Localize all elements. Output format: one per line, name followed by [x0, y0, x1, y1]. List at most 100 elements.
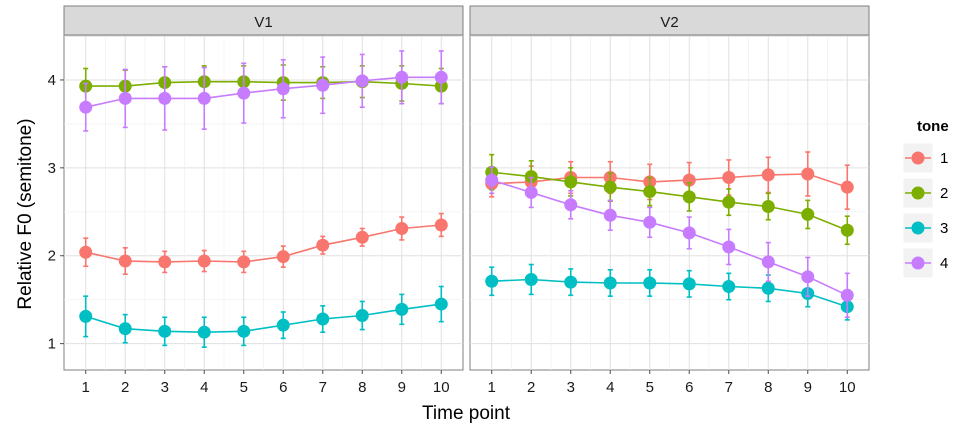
data-point	[237, 324, 251, 338]
series-tone-4	[485, 166, 854, 319]
strip-background	[469, 5, 870, 36]
x-tick-label: 6	[279, 379, 287, 396]
data-point	[801, 167, 815, 181]
series-tone-4	[79, 50, 448, 132]
x-tick-label: 2	[527, 379, 535, 396]
legend-entry-2: 2	[902, 177, 948, 209]
data-point	[276, 250, 290, 264]
panels: V1 1 2 3 4 5 6 7 8 9 10 V2 1 2 3 4 5 6 7 8 9 10	[63, 5, 870, 396]
data-point	[118, 91, 132, 105]
strip-label: V1	[254, 14, 272, 31]
x-tick-label: 9	[398, 379, 406, 396]
data-point	[682, 190, 696, 204]
data-point	[564, 198, 578, 212]
data-point	[840, 223, 854, 237]
series-line	[85, 224, 442, 263]
data-point	[485, 274, 499, 288]
data-point	[722, 240, 736, 254]
strip-background	[63, 5, 464, 36]
data-point	[524, 170, 538, 184]
data-point	[564, 275, 578, 289]
data-point	[118, 322, 132, 336]
data-point	[158, 324, 172, 338]
data-point	[395, 302, 409, 316]
data-point	[316, 78, 330, 92]
x-tick-label: 1	[488, 379, 496, 396]
panel-v1: V1 1 2 3 4 5 6 7 8 9 10	[63, 5, 464, 396]
data-point	[355, 309, 369, 323]
data-point	[722, 171, 736, 185]
data-point	[395, 221, 409, 235]
legend-label: 3	[940, 220, 948, 237]
data-point	[524, 272, 538, 286]
data-point	[197, 91, 211, 105]
data-point	[237, 86, 251, 100]
axes: Time point Relative F0 (semitone) 1 2 3 4	[15, 72, 511, 424]
x-tick-label: 7	[725, 379, 733, 396]
y-axis-title: Relative F0 (semitone)	[15, 118, 36, 309]
data-point	[434, 218, 448, 232]
data-point	[801, 207, 815, 221]
data-point	[355, 74, 369, 88]
data-point	[79, 309, 93, 323]
data-point	[761, 281, 775, 295]
data-point	[434, 297, 448, 311]
x-tick-label: 2	[121, 379, 129, 396]
data-point	[237, 255, 251, 269]
series-tone-3	[79, 285, 448, 348]
data-point	[197, 325, 211, 339]
legend-label: 4	[940, 255, 948, 272]
x-tick-label: 1	[82, 379, 90, 396]
legend-key-point	[911, 256, 925, 270]
data-point	[761, 168, 775, 182]
x-tick-label: 4	[606, 379, 614, 396]
x-tick-label: 5	[646, 379, 654, 396]
x-tick-label: 7	[319, 379, 327, 396]
data-point	[643, 276, 657, 290]
x-tick-label: 9	[804, 379, 812, 396]
data-point	[722, 280, 736, 293]
data-point	[355, 230, 369, 244]
data-point	[682, 173, 696, 187]
legend-title: tone	[917, 118, 949, 135]
data-point	[643, 185, 657, 199]
data-point	[603, 208, 617, 222]
data-point	[603, 180, 617, 194]
data-point	[79, 100, 93, 114]
data-point	[276, 82, 290, 96]
legend-entry-4: 4	[902, 247, 948, 279]
data-point	[395, 70, 409, 84]
series-line	[491, 179, 848, 297]
y-tick-label: 2	[48, 248, 56, 265]
data-point	[485, 173, 499, 187]
legend-entry-3: 3	[902, 212, 948, 244]
data-point	[643, 215, 657, 229]
series-tone-2	[485, 153, 854, 246]
data-point	[682, 277, 696, 291]
data-point	[158, 91, 172, 105]
x-tick-label: 6	[685, 379, 693, 396]
data-point	[564, 175, 578, 189]
y-tick-label: 3	[48, 160, 56, 177]
grid	[470, 35, 869, 370]
series-line	[85, 80, 442, 87]
y-tick-label: 4	[48, 72, 56, 89]
x-tick-label: 3	[567, 379, 575, 396]
data-point	[722, 195, 736, 209]
data-point	[801, 270, 815, 284]
data-point	[118, 254, 132, 268]
series-line	[491, 278, 848, 308]
data-point	[840, 288, 854, 302]
data-point	[79, 245, 93, 259]
x-tick-label: 5	[240, 379, 248, 396]
data-point	[603, 276, 617, 290]
data-point	[761, 255, 775, 269]
x-axis-title: Time point	[422, 403, 511, 424]
legend-label: 2	[940, 185, 948, 202]
series-tone-1	[79, 212, 448, 275]
legend-key-point	[911, 221, 925, 235]
panel-v2: V2 1 2 3 4 5 6 7 8 9 10	[469, 5, 870, 396]
data-point	[158, 255, 172, 269]
data-point	[316, 238, 330, 252]
